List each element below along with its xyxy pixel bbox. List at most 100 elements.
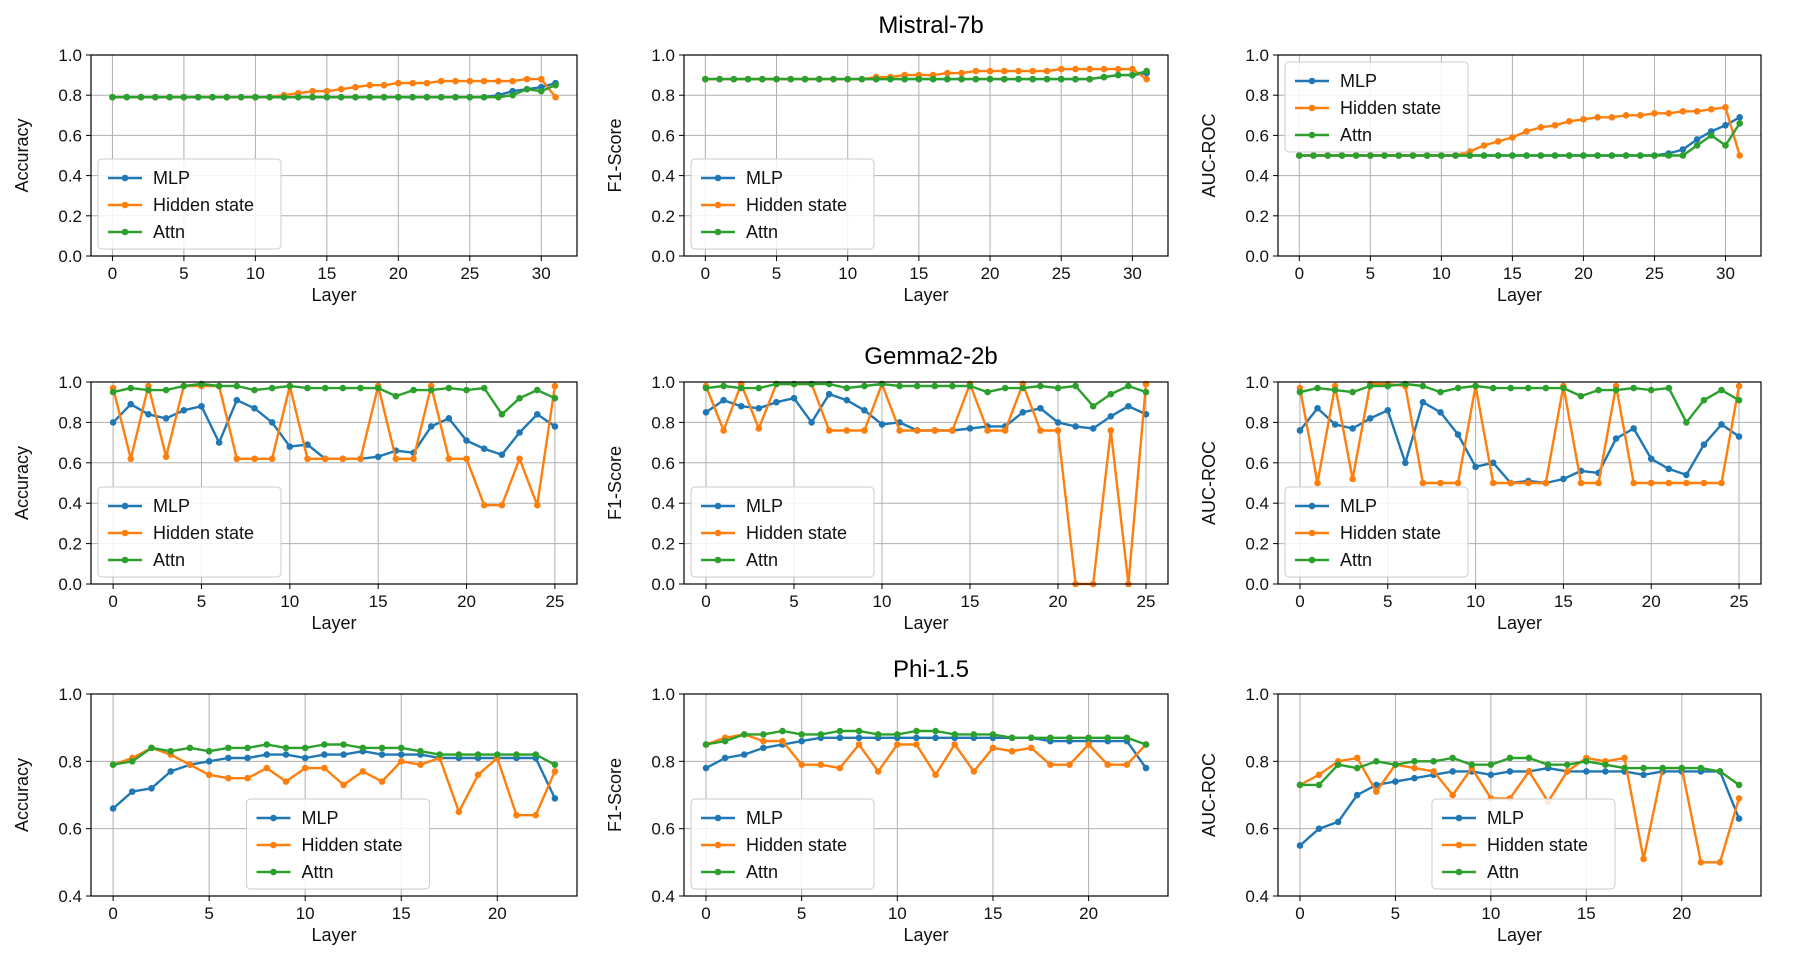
x-tick-label: 15 xyxy=(1577,904,1596,923)
data-point xyxy=(162,386,170,394)
data-point xyxy=(266,93,273,101)
data-point xyxy=(109,388,117,396)
data-point xyxy=(1612,435,1620,442)
data-point xyxy=(397,751,405,758)
data-point xyxy=(1114,71,1122,79)
data-point xyxy=(1373,788,1380,795)
x-tick-label: 20 xyxy=(1049,592,1068,611)
data-point xyxy=(378,778,386,785)
data-point xyxy=(323,93,331,101)
data-point xyxy=(309,87,316,95)
data-point xyxy=(551,382,559,390)
data-point xyxy=(1142,741,1150,748)
data-point xyxy=(1296,842,1304,849)
data-point xyxy=(1506,754,1514,762)
data-point xyxy=(1716,859,1724,866)
data-point xyxy=(1636,112,1644,119)
data-point xyxy=(1423,152,1431,159)
data-point xyxy=(280,93,288,101)
x-tick-label: 15 xyxy=(1554,592,1573,611)
data-point xyxy=(282,744,290,752)
data-point xyxy=(720,382,727,390)
data-point xyxy=(1037,382,1044,390)
data-point xyxy=(1700,441,1708,448)
data-point xyxy=(815,75,823,83)
y-tick-label: 0.4 xyxy=(1245,494,1269,513)
y-tick-label: 0.6 xyxy=(58,126,82,145)
data-point xyxy=(145,386,152,394)
data-point xyxy=(1029,75,1037,83)
data-point xyxy=(552,93,559,101)
data-point xyxy=(374,384,382,392)
legend-swatch-marker xyxy=(714,529,722,537)
data-point xyxy=(740,731,748,738)
data-point xyxy=(1296,781,1304,789)
x-tick-label: 10 xyxy=(1466,592,1485,611)
chart-panel-2: 0 5 10 15 20 25 30 0.0 0.2 0.4 0.6 0.8 1.0 Layer AUC-R… xyxy=(1199,46,1762,305)
data-point xyxy=(537,75,545,83)
data-point xyxy=(1700,479,1708,487)
x-tick-label: 15 xyxy=(983,904,1002,923)
data-point xyxy=(1659,764,1666,772)
axes-frame xyxy=(1277,54,1762,257)
data-point xyxy=(410,455,417,463)
data-point xyxy=(251,455,258,463)
data-point xyxy=(720,427,727,434)
x-axis-label: Layer xyxy=(903,285,948,305)
data-point xyxy=(915,75,923,83)
data-point xyxy=(1494,152,1502,159)
row-title-gemma: Gemma2-2b xyxy=(864,343,997,370)
data-point xyxy=(339,384,347,392)
data-point xyxy=(148,744,155,752)
data-point xyxy=(855,727,863,735)
axes-frame xyxy=(1277,693,1762,897)
data-point xyxy=(304,441,311,448)
data-point xyxy=(1594,152,1601,159)
y-tick-label: 0.0 xyxy=(1245,575,1269,594)
data-point xyxy=(944,69,951,77)
data-point xyxy=(1072,75,1079,83)
axes-frame xyxy=(683,381,1169,585)
y-tick-label: 0.8 xyxy=(1245,413,1269,432)
data-point xyxy=(366,81,374,89)
data-point xyxy=(498,501,506,509)
data-point xyxy=(949,427,956,434)
y-tick-label: 0.4 xyxy=(1245,167,1269,186)
data-point xyxy=(1560,475,1567,483)
axes-frame xyxy=(683,693,1169,897)
data-point xyxy=(702,764,710,772)
data-point xyxy=(463,386,470,394)
data-point xyxy=(1612,386,1620,394)
data-point xyxy=(887,75,894,83)
data-point xyxy=(395,93,402,101)
data-point xyxy=(286,443,294,450)
legend-swatch-marker xyxy=(714,868,722,876)
y-axis-label: Accuracy xyxy=(12,118,32,192)
data-point xyxy=(760,737,767,745)
data-point xyxy=(966,425,974,432)
data-point xyxy=(1104,761,1112,768)
x-tick-label: 5 xyxy=(797,904,806,923)
data-point xyxy=(1480,152,1488,159)
data-point xyxy=(1640,764,1647,772)
data-point xyxy=(357,384,364,392)
x-tick-label: 15 xyxy=(392,904,411,923)
y-tick-label: 0.2 xyxy=(58,535,82,554)
data-point xyxy=(1314,479,1321,487)
data-point xyxy=(1665,152,1672,159)
data-point xyxy=(427,423,435,430)
data-point xyxy=(843,396,851,404)
data-point xyxy=(410,386,417,394)
chart-panel-0: 0 5 10 15 20 25 30 0.0 0.2 0.4 0.6 0.8 1.0 Layer Accur… xyxy=(12,46,578,305)
data-point xyxy=(1736,120,1743,127)
data-point xyxy=(1507,479,1515,487)
y-tick-label: 0.6 xyxy=(58,820,82,839)
data-point xyxy=(1338,152,1346,159)
data-point xyxy=(798,761,805,768)
data-point xyxy=(205,747,213,755)
data-point xyxy=(1114,65,1122,73)
data-point xyxy=(1037,427,1044,434)
axes-frame xyxy=(1277,381,1762,585)
data-point xyxy=(1608,152,1616,159)
data-point xyxy=(532,811,539,819)
